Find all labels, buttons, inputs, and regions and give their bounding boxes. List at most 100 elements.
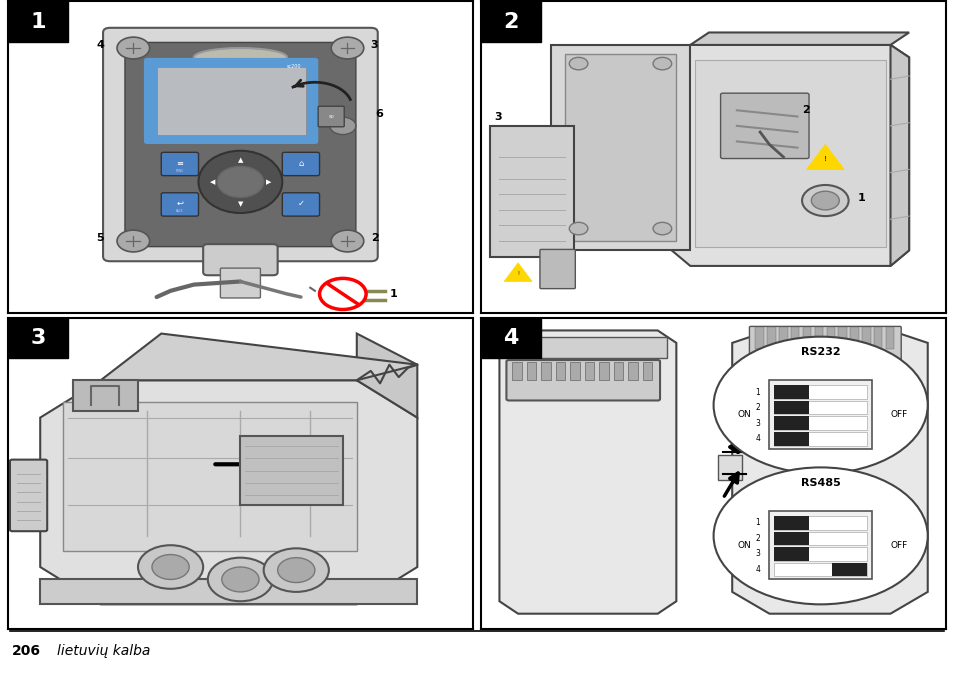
FancyBboxPatch shape: [282, 192, 319, 216]
Polygon shape: [40, 380, 416, 604]
Bar: [613, 361, 622, 380]
Bar: [556, 361, 564, 380]
Bar: [40, 579, 416, 604]
Circle shape: [152, 555, 189, 579]
Bar: [628, 361, 637, 380]
Text: !: !: [517, 271, 518, 276]
Bar: [642, 361, 652, 380]
Polygon shape: [806, 145, 843, 170]
Bar: [885, 327, 893, 349]
FancyBboxPatch shape: [145, 59, 317, 143]
Text: 6: 6: [375, 108, 383, 118]
Text: !: !: [823, 155, 826, 162]
Bar: [831, 563, 866, 576]
Bar: [773, 547, 866, 561]
Bar: [862, 327, 870, 349]
FancyBboxPatch shape: [539, 250, 575, 289]
Circle shape: [801, 185, 848, 216]
FancyBboxPatch shape: [317, 106, 344, 127]
Bar: [773, 516, 809, 530]
Text: 4: 4: [755, 565, 760, 574]
Circle shape: [221, 567, 259, 592]
Circle shape: [138, 545, 203, 589]
Text: 4: 4: [96, 40, 104, 50]
Bar: [8, 318, 68, 359]
Bar: [508, 336, 666, 359]
Text: SD: SD: [328, 114, 334, 118]
Bar: [570, 361, 579, 380]
Bar: [773, 385, 866, 399]
Ellipse shape: [193, 48, 287, 67]
Bar: [480, 1, 540, 42]
Circle shape: [277, 558, 314, 583]
Bar: [240, 436, 342, 505]
Bar: [773, 401, 866, 415]
Bar: [480, 318, 540, 359]
Text: 2: 2: [503, 11, 518, 32]
Text: ≡: ≡: [176, 159, 183, 168]
Polygon shape: [503, 262, 532, 281]
Bar: [773, 417, 866, 430]
Text: 3: 3: [755, 549, 760, 559]
Circle shape: [569, 57, 587, 70]
Text: 2: 2: [755, 534, 760, 543]
Bar: [825, 327, 834, 349]
Ellipse shape: [713, 468, 926, 604]
Text: OFF: OFF: [889, 410, 907, 419]
Bar: [773, 432, 809, 446]
Bar: [584, 361, 594, 380]
Text: 2: 2: [371, 233, 378, 243]
Polygon shape: [671, 45, 908, 266]
Text: 5: 5: [96, 233, 104, 243]
Text: lietuvių kalba: lietuvių kalba: [57, 644, 151, 658]
Text: 1: 1: [755, 388, 760, 396]
Bar: [8, 1, 68, 42]
Text: 3: 3: [755, 419, 760, 428]
Ellipse shape: [713, 336, 926, 474]
Circle shape: [569, 222, 587, 235]
Circle shape: [330, 117, 355, 135]
Circle shape: [331, 230, 363, 252]
Polygon shape: [564, 55, 676, 241]
Text: 1: 1: [389, 289, 396, 299]
Bar: [156, 67, 305, 135]
FancyBboxPatch shape: [720, 93, 808, 159]
Text: 3: 3: [371, 40, 378, 50]
Text: OFF: OFF: [889, 540, 907, 550]
Circle shape: [319, 279, 366, 310]
Bar: [694, 61, 885, 247]
Bar: [849, 327, 858, 349]
Bar: [779, 327, 787, 349]
Circle shape: [653, 222, 671, 235]
Bar: [873, 327, 882, 349]
Bar: [769, 380, 871, 449]
Text: RS232: RS232: [800, 347, 840, 357]
Text: ▶: ▶: [265, 179, 271, 185]
Polygon shape: [101, 334, 416, 380]
Text: 2: 2: [801, 106, 809, 115]
Bar: [802, 327, 810, 349]
Text: 206: 206: [11, 644, 40, 658]
Bar: [814, 327, 822, 349]
FancyBboxPatch shape: [10, 460, 47, 531]
FancyBboxPatch shape: [220, 268, 260, 298]
Polygon shape: [889, 45, 908, 266]
FancyBboxPatch shape: [103, 28, 377, 261]
Polygon shape: [732, 330, 926, 614]
FancyBboxPatch shape: [203, 244, 277, 275]
Circle shape: [331, 37, 363, 59]
Text: ✓: ✓: [297, 199, 304, 208]
Text: ▼: ▼: [237, 201, 243, 207]
FancyBboxPatch shape: [125, 42, 355, 246]
Polygon shape: [690, 32, 908, 45]
Bar: [773, 547, 809, 561]
Polygon shape: [356, 334, 416, 417]
Bar: [773, 417, 809, 430]
Text: 1: 1: [755, 518, 760, 528]
FancyBboxPatch shape: [282, 152, 319, 176]
Text: 2: 2: [755, 403, 760, 412]
Polygon shape: [72, 380, 138, 411]
Text: MENU: MENU: [175, 169, 184, 173]
Bar: [790, 327, 799, 349]
Bar: [755, 327, 763, 349]
